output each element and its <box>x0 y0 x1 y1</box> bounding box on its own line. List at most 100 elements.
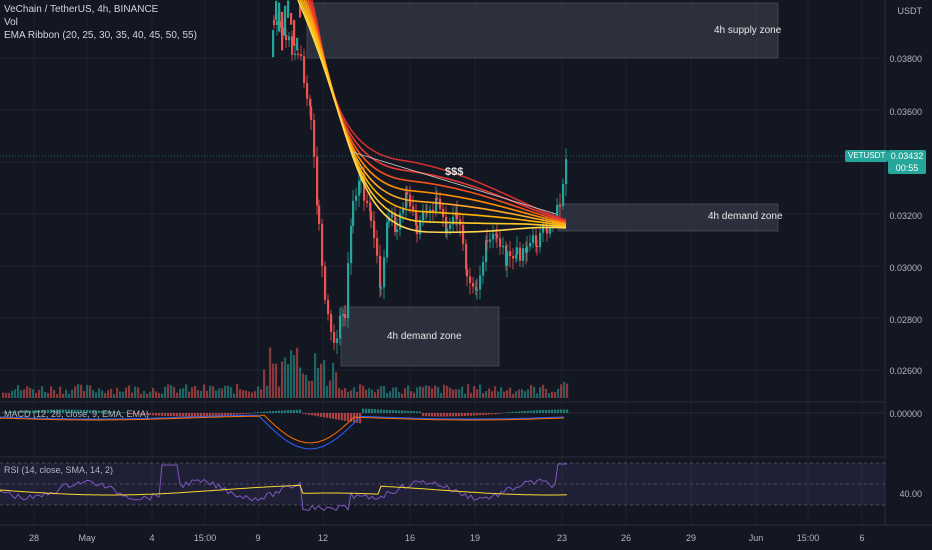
volume-bar <box>65 389 68 398</box>
macd-zero-tick: 0.00000 <box>889 409 922 419</box>
volume-bar <box>434 385 437 398</box>
volume-bar <box>401 393 404 398</box>
volume-bar <box>218 388 221 398</box>
candle-body <box>316 156 319 206</box>
volume-bar <box>68 393 71 398</box>
macd-histogram-bar <box>560 409 563 413</box>
macd-histogram-bar <box>191 413 194 417</box>
signal-line <box>0 414 565 444</box>
volume-bar <box>5 392 8 398</box>
volume-bar <box>503 391 506 398</box>
volume-bar <box>506 390 509 398</box>
candle-body <box>339 315 342 339</box>
volume-bar <box>188 391 191 398</box>
date-tick: 29 <box>685 533 697 543</box>
demand-zone-upper <box>557 203 779 232</box>
candle-body <box>462 224 465 244</box>
candle-body <box>306 83 309 99</box>
candle-body <box>276 21 279 26</box>
liquidity-trendline <box>351 151 557 215</box>
macd-histogram-bar <box>35 410 38 413</box>
volume-bar <box>137 387 140 398</box>
macd-histogram-bar <box>299 409 302 413</box>
volume-bar <box>245 390 248 398</box>
volume-bar <box>413 392 416 398</box>
macd-histogram-bar <box>104 410 107 413</box>
volume-bar <box>50 386 53 398</box>
volume-bar <box>431 388 434 398</box>
macd-histogram-bar <box>494 413 497 415</box>
candle-body <box>380 287 383 289</box>
macd-histogram-bar <box>2 412 5 413</box>
candle-body <box>565 159 568 185</box>
candle-body <box>370 211 373 221</box>
macd-histogram-bar <box>500 413 503 414</box>
macd-histogram-bar <box>167 413 170 417</box>
macd-histogram-bar <box>404 410 407 413</box>
macd-histogram-bar <box>548 409 551 413</box>
volume-bar <box>17 385 20 398</box>
volume-bar <box>182 388 185 398</box>
volume-bar <box>86 384 89 398</box>
macd-histogram-bar <box>296 409 299 413</box>
volume-bar <box>407 385 410 398</box>
volume-legend[interactable]: Vol <box>4 17 18 28</box>
macd-histogram-bar <box>467 413 470 416</box>
volume-bar <box>422 387 425 398</box>
candle-body <box>399 213 402 230</box>
rsi-legend[interactable]: RSI (14, close, SMA, 14, 2) <box>4 465 114 475</box>
last-price-badge: 0.03432 00:55 <box>888 150 926 174</box>
candle-body <box>506 251 509 266</box>
volume-bar <box>2 392 5 398</box>
volume-bar <box>464 393 467 398</box>
candle-body <box>549 227 552 234</box>
volume-bar <box>47 392 50 398</box>
candle-body <box>416 225 419 235</box>
macd-legend[interactable]: MACD (12, 26, close, 9, EMA, EMA) <box>4 409 150 419</box>
ema-ribbon-legend[interactable]: EMA Ribbon (20, 25, 30, 35, 40, 45, 50, … <box>4 30 197 41</box>
candle-body <box>412 206 415 211</box>
candle-body <box>273 19 276 26</box>
candle-body <box>330 314 333 332</box>
volume-bar <box>545 388 548 398</box>
volume-bar <box>470 392 473 398</box>
macd-histogram-bar <box>188 413 191 417</box>
macd-histogram-bar <box>308 413 311 415</box>
macd-histogram-bar <box>518 411 521 413</box>
symbol-title[interactable]: VeChain / TetherUS, 4h, BINANCE <box>4 4 159 15</box>
macd-histogram-bar <box>398 410 401 413</box>
volume-bar <box>515 391 518 398</box>
candle-body <box>309 98 312 107</box>
macd-histogram-bar <box>476 413 479 416</box>
macd-histogram-bar <box>380 409 383 413</box>
candle-body <box>536 245 539 248</box>
macd-histogram-bar <box>29 410 32 413</box>
volume-bar <box>416 387 419 398</box>
volume-bar <box>224 385 227 398</box>
volume-bar <box>227 385 230 398</box>
candle-body <box>522 248 525 261</box>
candle-body <box>529 242 532 247</box>
macd-histogram-bar <box>473 413 476 416</box>
volume-bar <box>248 391 251 398</box>
macd-histogram-bar <box>140 413 143 415</box>
volume-bar <box>179 388 182 398</box>
volume-bar <box>98 388 101 398</box>
volume-bar <box>239 389 242 398</box>
volume-bar <box>161 393 164 398</box>
volume-bar <box>473 386 476 398</box>
macd-histogram-bar <box>68 409 71 413</box>
candle-body <box>485 240 488 262</box>
supply-zone <box>306 2 779 59</box>
macd-histogram-bar <box>533 410 536 413</box>
candle-body <box>466 269 469 277</box>
price-tick: 0.03600 <box>889 107 922 117</box>
volume-bar <box>38 389 41 398</box>
macd-histogram-bar <box>17 411 20 413</box>
candle-body <box>422 211 425 221</box>
candle-body <box>539 232 542 248</box>
volume-bar <box>452 389 455 398</box>
volume-bar <box>314 353 317 398</box>
volume-bar <box>92 390 95 398</box>
